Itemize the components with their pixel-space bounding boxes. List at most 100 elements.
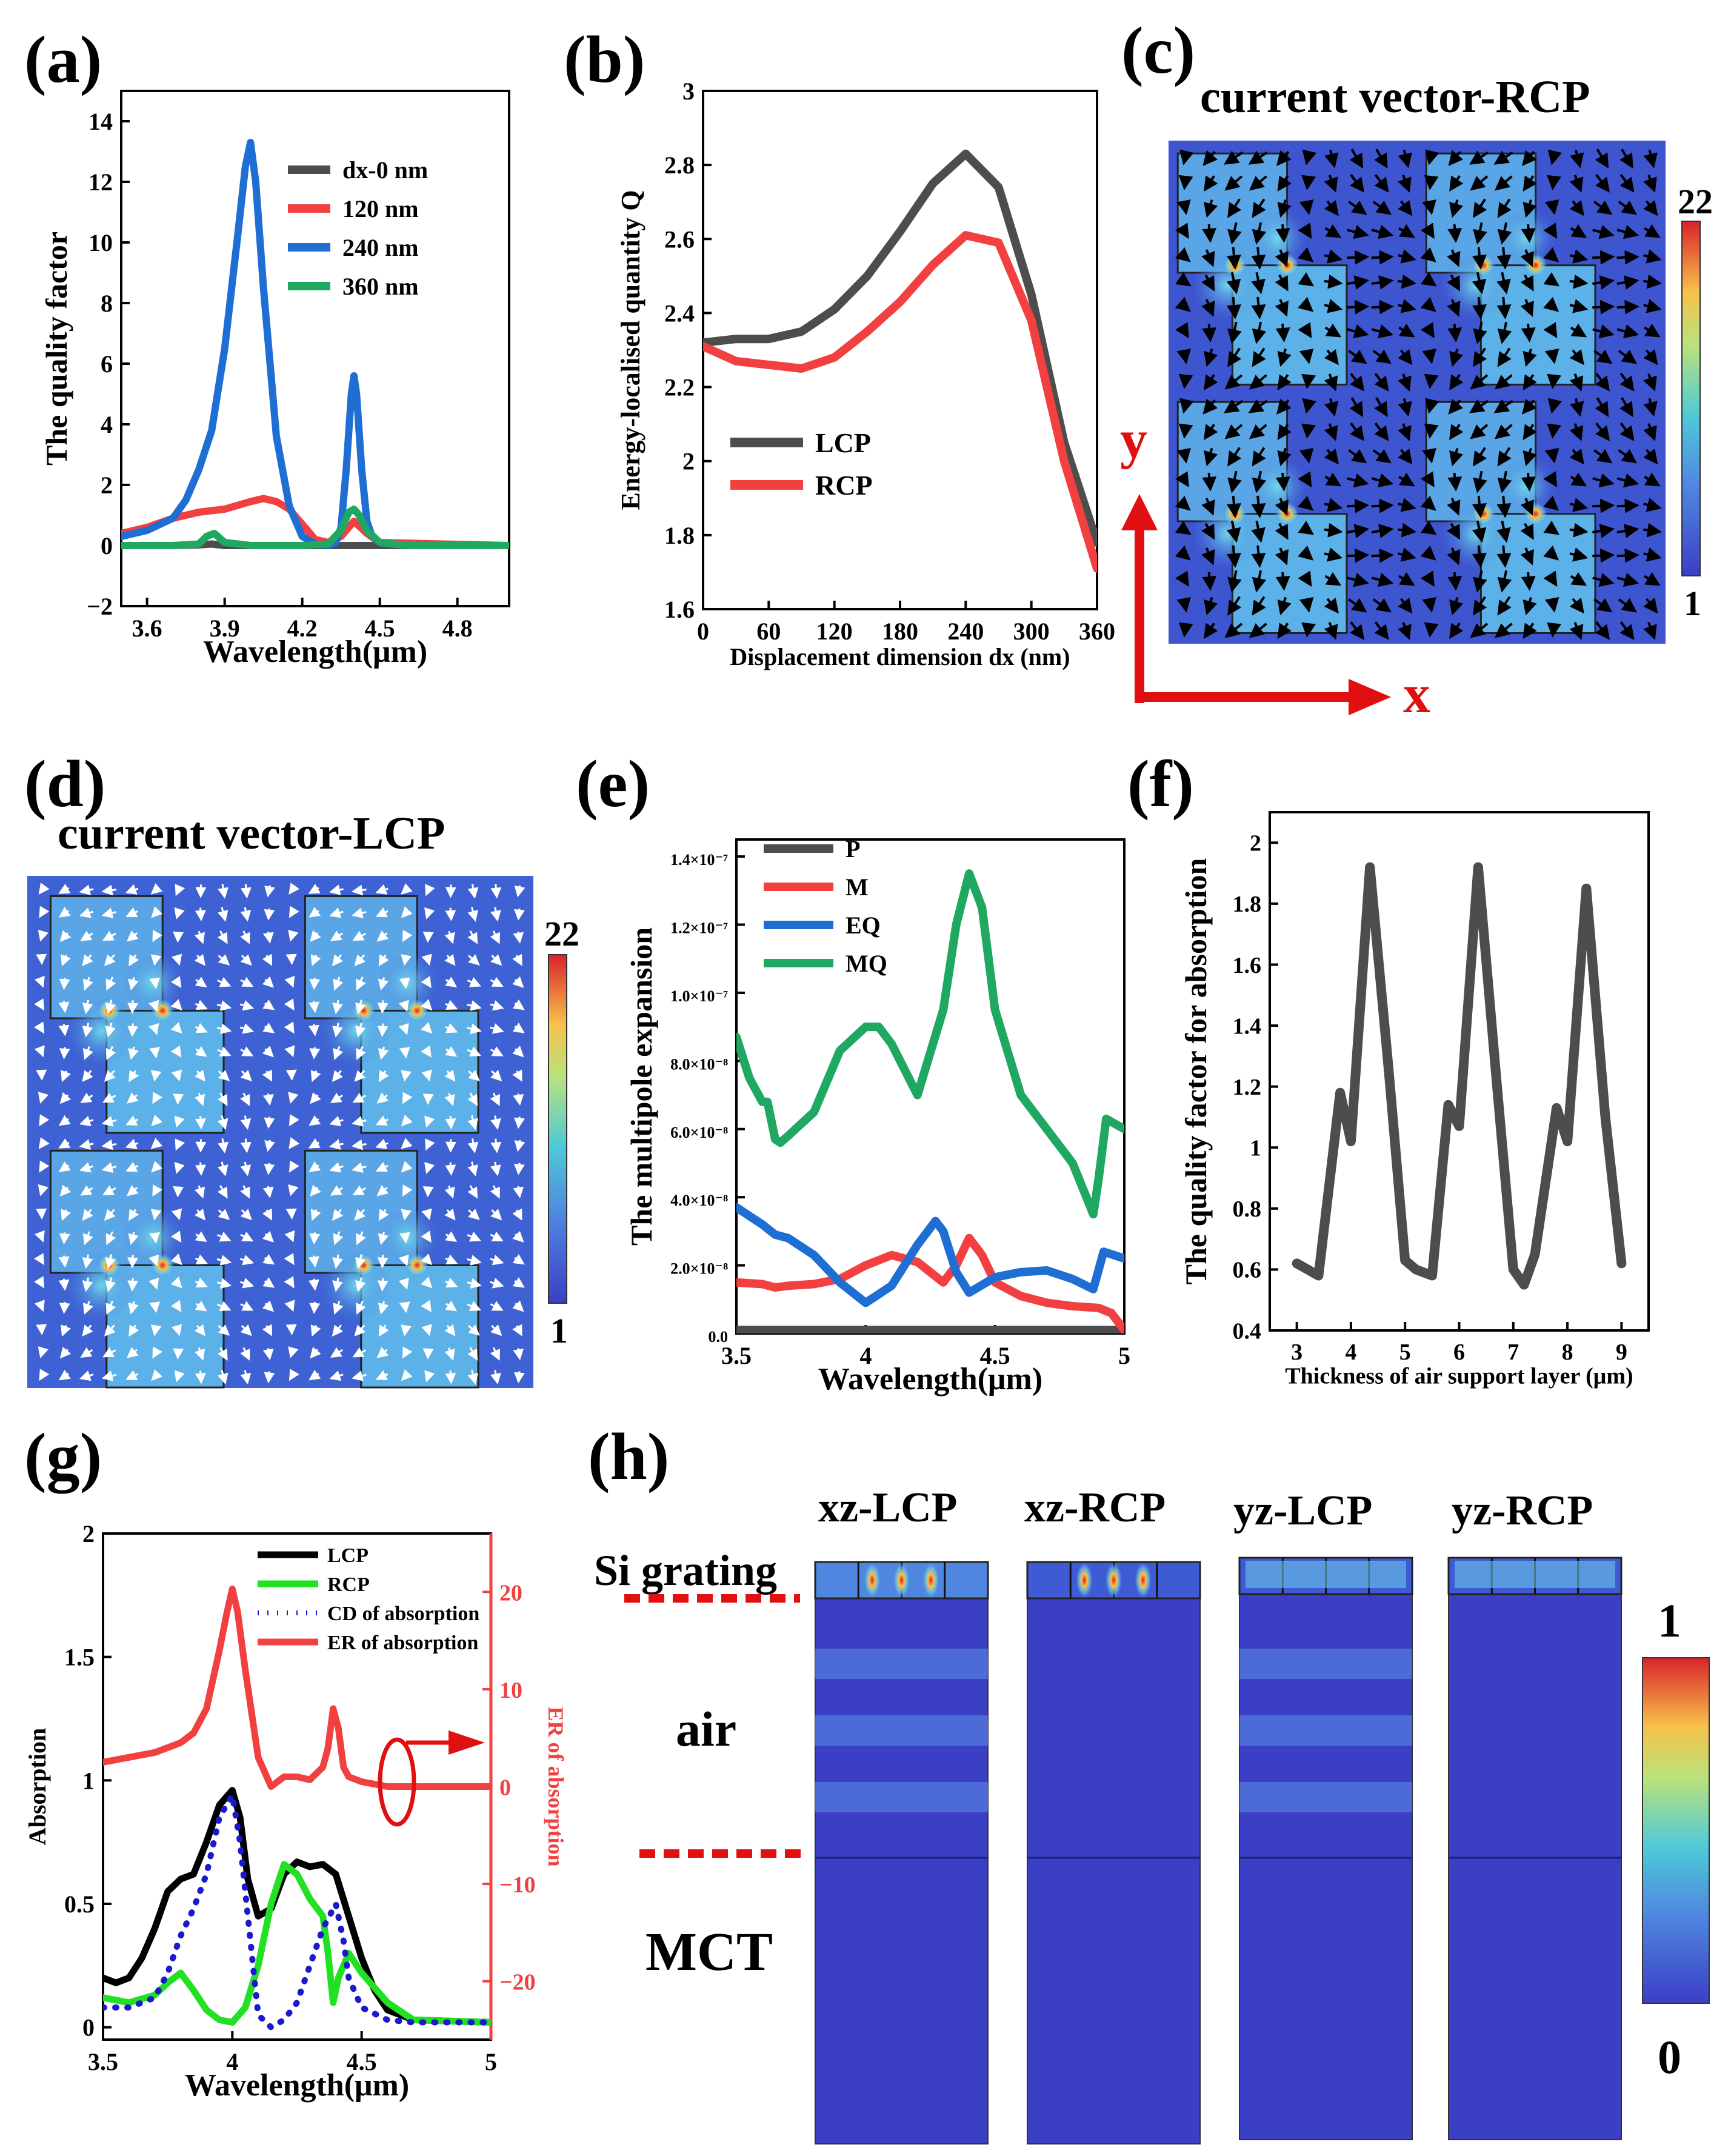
x-tick-label-g: 4 xyxy=(226,2048,238,2075)
current-arrow xyxy=(1204,374,1218,391)
y-tick-label-e: 1.0×10⁻⁷ xyxy=(670,987,728,1005)
current-arrow xyxy=(1592,548,1615,563)
current-arrow xyxy=(1473,347,1487,367)
current-arrow xyxy=(104,954,116,966)
current-arrow xyxy=(1347,324,1369,339)
current-arrow xyxy=(490,1370,501,1385)
current-arrow xyxy=(333,1046,344,1060)
current-arrow xyxy=(378,1324,389,1337)
current-arrow xyxy=(1324,349,1339,365)
x-tick-label-b: 300 xyxy=(1013,618,1050,645)
current-arrow xyxy=(332,1023,343,1038)
current-arrow xyxy=(1224,150,1244,165)
current-arrow xyxy=(1178,175,1193,190)
current-arrow xyxy=(309,1047,321,1060)
legend-label-e: MQ xyxy=(845,950,887,977)
current-arrow xyxy=(330,1347,343,1358)
current-arrow xyxy=(424,1115,435,1128)
current-arrow xyxy=(1593,449,1613,464)
y-tick-label-g: 0.5 xyxy=(64,1891,95,1918)
current-arrow xyxy=(240,1347,250,1361)
c-colorbar xyxy=(1681,221,1701,576)
current-arrow xyxy=(1643,598,1658,614)
current-arrow xyxy=(424,907,435,919)
current-arrow xyxy=(240,1161,252,1176)
current-arrow xyxy=(34,1045,45,1058)
current-arrow xyxy=(1348,200,1367,215)
current-arrow xyxy=(218,1161,228,1176)
current-arrow xyxy=(329,1370,344,1381)
current-arrow xyxy=(1175,296,1191,312)
current-arrow xyxy=(217,1185,228,1199)
current-arrow xyxy=(195,1000,208,1010)
current-arrow xyxy=(421,976,432,989)
current-arrow xyxy=(468,1209,480,1220)
x-tick-label-f: 5 xyxy=(1399,1340,1411,1365)
current-arrow xyxy=(1298,495,1314,511)
current-arrow xyxy=(1420,545,1436,561)
current-arrow xyxy=(512,1208,522,1221)
current-arrow xyxy=(333,1301,344,1315)
current-arrow xyxy=(1494,175,1513,191)
y-tick-label-e: 2.0×10⁻⁸ xyxy=(670,1260,728,1278)
current-arrow xyxy=(174,1370,185,1383)
current-arrow xyxy=(217,1092,228,1106)
current-arrow xyxy=(38,1346,49,1358)
current-arrow xyxy=(1472,495,1487,518)
current-arrow xyxy=(1595,174,1610,193)
hotspot xyxy=(1471,253,1496,278)
h-hotspot xyxy=(864,1562,881,1598)
current-arrow xyxy=(216,1023,232,1035)
current-arrow xyxy=(1226,520,1241,543)
current-arrow xyxy=(240,1324,252,1337)
current-arrow xyxy=(1227,596,1242,616)
current-arrow xyxy=(1569,373,1584,392)
current-arrow xyxy=(1473,596,1487,616)
legend-label-g: RCP xyxy=(327,1574,370,1596)
y-tick-label-g: 0 xyxy=(82,2014,95,2041)
current-arrow xyxy=(1324,449,1339,465)
current-arrow xyxy=(262,1230,274,1243)
current-arrow xyxy=(329,1139,344,1150)
current-arrow xyxy=(468,954,480,966)
c-current-arrows xyxy=(1175,149,1663,640)
current-arrow xyxy=(128,954,139,967)
current-arrow xyxy=(104,1070,116,1082)
current-arrow xyxy=(1226,272,1241,295)
panel-h: xz-LCP xz-RCP yz-LCP yz-RCP Si grating a… xyxy=(594,1484,1710,2144)
current-arrow xyxy=(217,1301,232,1311)
current-arrow xyxy=(1497,347,1512,367)
current-arrow xyxy=(1472,520,1487,543)
current-arrow xyxy=(1227,321,1242,344)
current-arrow xyxy=(1643,249,1662,264)
current-arrow xyxy=(1298,545,1314,561)
current-arrow xyxy=(80,1092,93,1103)
h-hotspot xyxy=(922,1562,939,1598)
y-tick-label-b: 2.2 xyxy=(664,374,695,401)
current-arrow xyxy=(378,1209,389,1221)
current-arrow xyxy=(126,1185,139,1196)
current-arrow xyxy=(1619,422,1635,441)
current-arrow xyxy=(1350,621,1365,640)
current-arrow xyxy=(125,1138,139,1149)
current-arrow xyxy=(1277,424,1292,441)
current-arrow xyxy=(356,1046,366,1061)
current-arrow xyxy=(262,1324,273,1337)
current-arrow xyxy=(1570,149,1584,169)
current-arrow xyxy=(309,907,321,918)
current-arrow xyxy=(1372,449,1392,464)
current-arrow xyxy=(352,1092,367,1103)
current-arrow xyxy=(1420,272,1437,287)
current-arrow xyxy=(332,954,344,967)
current-arrow xyxy=(105,1300,116,1315)
current-arrow xyxy=(356,1300,366,1315)
current-arrow xyxy=(1226,495,1241,518)
current-arrow xyxy=(421,1324,432,1337)
series-e-eq xyxy=(736,1203,1124,1307)
current-arrow xyxy=(1469,150,1489,165)
current-arrow xyxy=(1201,274,1215,292)
current-arrow xyxy=(1449,596,1464,616)
current-arrow xyxy=(467,1023,482,1035)
y-tick-label-e: 8.0×10⁻⁸ xyxy=(670,1055,728,1073)
current-arrow xyxy=(1277,199,1292,218)
